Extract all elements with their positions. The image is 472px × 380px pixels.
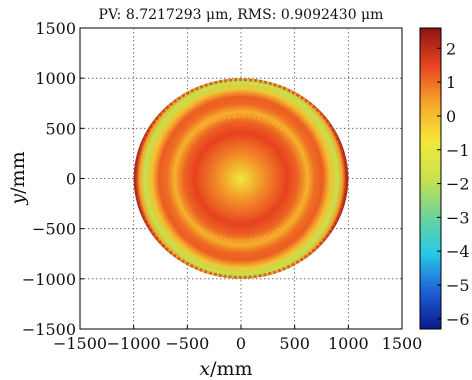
- colorbar-tick-label: 1: [446, 73, 456, 92]
- y-tick-label: −1500: [22, 320, 76, 339]
- y-tick-label: 0: [66, 170, 76, 189]
- colorbar-tick-label: 0: [446, 107, 456, 126]
- colorbar-ticks: 2 1 0 −1 −2 −3 −4 −5 −6: [437, 39, 470, 329]
- x-tick-label: −1500: [53, 334, 107, 353]
- colorbar-tick-label: −3: [446, 208, 470, 227]
- colorbar-tick-label: 2: [446, 39, 456, 58]
- surface-ring-2: [172, 114, 310, 243]
- y-tick-label: 500: [45, 119, 76, 138]
- y-axis-label: y/mm: [7, 151, 29, 205]
- surface-map: [133, 78, 349, 279]
- chart-title: PV: 8.7217293 μm, RMS: 0.9092430 μm: [99, 7, 384, 23]
- y-axis-unit: /mm: [7, 151, 29, 193]
- x-tick-label: 500: [279, 334, 310, 353]
- y-tick-label: 1000: [35, 69, 76, 88]
- y-tick-label: −500: [32, 220, 76, 239]
- x-tick-label: −1000: [107, 334, 161, 353]
- y-tick-label: −1000: [22, 270, 76, 289]
- surface-ring-5: [133, 78, 349, 279]
- colorbar-tick-label: −6: [446, 310, 470, 329]
- surface-ring-3: [157, 100, 325, 257]
- colorbar-tick-label: −2: [446, 175, 470, 194]
- x-tick-label: −500: [165, 334, 209, 353]
- surface-ring-1: [193, 133, 289, 224]
- x-tick-label: 1000: [328, 334, 369, 353]
- x-axis-var: x: [199, 358, 210, 380]
- x-ticks: −1500 −1000 −500 0 500 1000 1500: [53, 325, 422, 353]
- surface-ring-4: [142, 86, 340, 271]
- y-ticks: −1500 −1000 −500 0 500 1000 1500: [22, 19, 84, 339]
- x-tick-label: 0: [236, 334, 246, 353]
- colorbar-tick-label: −5: [446, 276, 470, 295]
- surface-disc: [133, 78, 349, 279]
- x-axis-unit: /mm: [210, 358, 252, 380]
- x-axis-label: x/mm: [199, 358, 252, 380]
- y-axis-var: y: [7, 194, 29, 206]
- colorbar: [419, 27, 442, 330]
- y-tick-label: 1500: [35, 19, 76, 38]
- colorbar-tick-label: −1: [446, 141, 470, 160]
- x-tick-label: 1500: [382, 334, 423, 353]
- colorbar-tick-label: −4: [446, 242, 470, 261]
